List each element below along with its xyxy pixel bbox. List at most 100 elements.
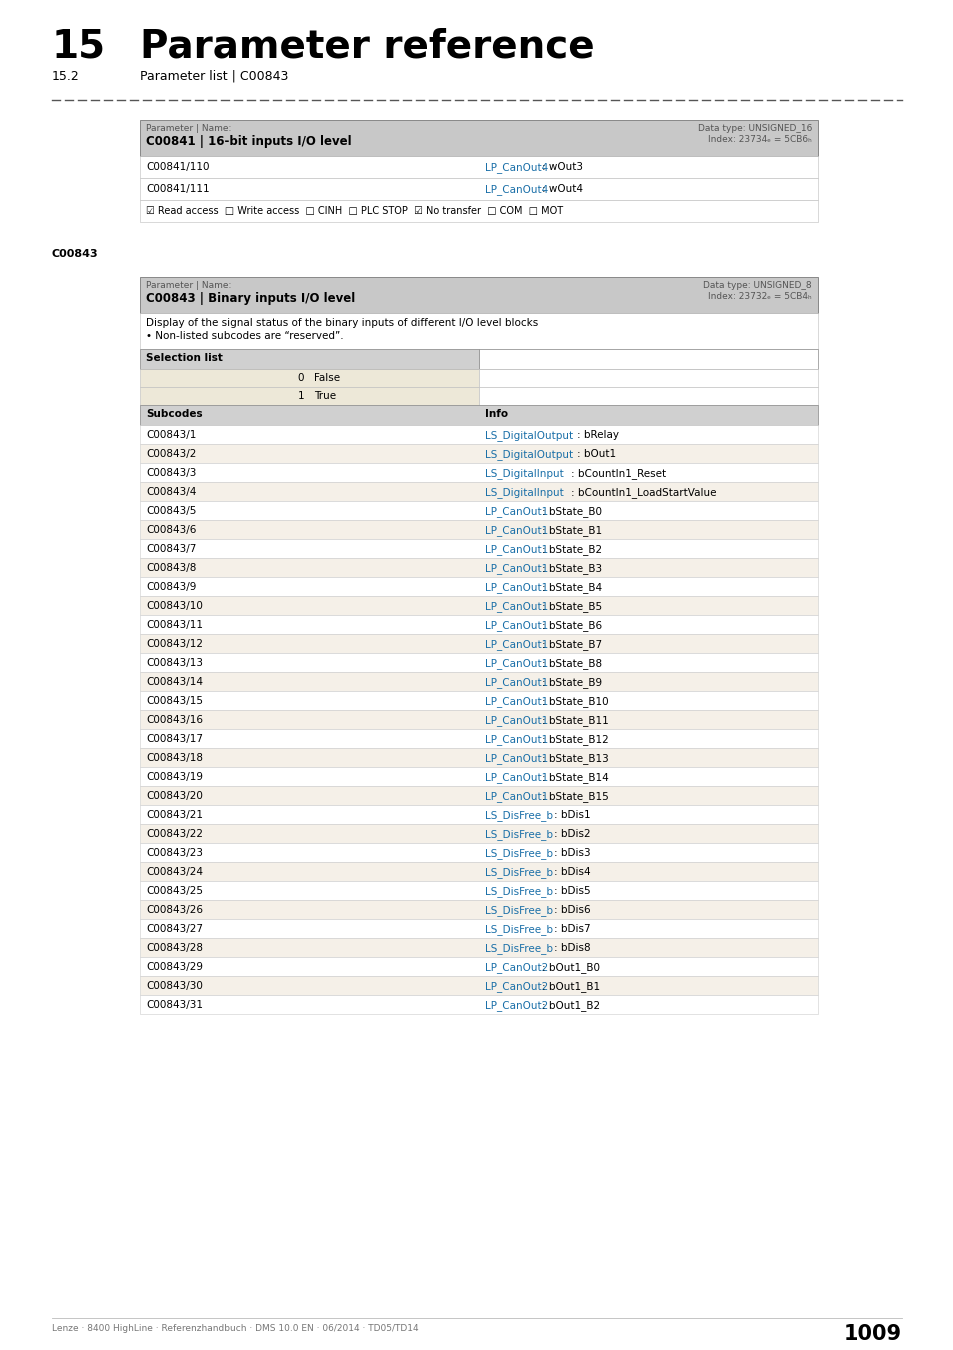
Bar <box>140 405 817 425</box>
Text: False: False <box>314 373 340 383</box>
Text: LP_CanOut1: LP_CanOut1 <box>484 734 548 745</box>
Bar <box>140 900 817 919</box>
Text: LP_CanOut1: LP_CanOut1 <box>484 716 548 726</box>
Bar <box>140 634 817 653</box>
Bar <box>140 824 817 842</box>
Text: C00843/10: C00843/10 <box>146 601 203 612</box>
Text: LP_CanOut1: LP_CanOut1 <box>484 772 548 783</box>
Text: LS_DisFree_b: LS_DisFree_b <box>484 944 553 954</box>
Text: C00843/9: C00843/9 <box>146 582 196 593</box>
Text: LP_CanOut1: LP_CanOut1 <box>484 753 548 764</box>
Bar <box>140 576 817 595</box>
Text: : bState_B2: : bState_B2 <box>541 544 601 555</box>
Text: LS_DisFree_b: LS_DisFree_b <box>484 810 553 821</box>
Bar <box>140 313 817 350</box>
Text: C00843/22: C00843/22 <box>146 829 203 838</box>
Text: C00843/2: C00843/2 <box>146 450 196 459</box>
Text: LS_DigitalOutput: LS_DigitalOutput <box>484 450 573 460</box>
Text: LS_DisFree_b: LS_DisFree_b <box>484 923 553 936</box>
Text: C00843/30: C00843/30 <box>146 981 203 991</box>
Text: 1009: 1009 <box>843 1324 901 1345</box>
Text: LS_DigitalOutput: LS_DigitalOutput <box>484 431 573 441</box>
Text: : bCountIn1_LoadStartValue: : bCountIn1_LoadStartValue <box>570 487 716 498</box>
Bar <box>140 863 817 882</box>
Text: C00843/3: C00843/3 <box>146 468 196 478</box>
Text: Index: 23732ₑ = 5CB4ₕ: Index: 23732ₑ = 5CB4ₕ <box>708 292 811 301</box>
Text: LP_CanOut1: LP_CanOut1 <box>484 657 548 668</box>
Bar <box>140 558 817 576</box>
Bar <box>140 539 817 558</box>
Text: LP_CanOut1: LP_CanOut1 <box>484 601 548 612</box>
Text: LP_CanOut1: LP_CanOut1 <box>484 582 548 593</box>
Text: : bState_B12: : bState_B12 <box>541 734 608 745</box>
Text: Parameter | Name:: Parameter | Name: <box>146 124 232 134</box>
Bar <box>140 919 817 938</box>
Text: C00843/27: C00843/27 <box>146 923 203 934</box>
Text: C00843/17: C00843/17 <box>146 734 203 744</box>
Text: : bState_B13: : bState_B13 <box>541 753 608 764</box>
Bar <box>140 976 817 995</box>
Text: : bState_B9: : bState_B9 <box>541 676 601 688</box>
Bar <box>140 672 817 691</box>
Text: : bOut1: : bOut1 <box>576 450 615 459</box>
Text: C00843/20: C00843/20 <box>146 791 203 801</box>
Text: C00843/29: C00843/29 <box>146 963 203 972</box>
Text: C00843/15: C00843/15 <box>146 697 203 706</box>
Bar <box>140 387 478 405</box>
Text: LP_CanOut2: LP_CanOut2 <box>484 963 548 973</box>
Text: C00843/28: C00843/28 <box>146 944 203 953</box>
Text: 15: 15 <box>52 28 106 66</box>
Bar <box>140 178 817 200</box>
Text: C00843: C00843 <box>52 248 98 259</box>
Text: 1: 1 <box>297 392 304 401</box>
Text: C00841 | 16-bit inputs I/O level: C00841 | 16-bit inputs I/O level <box>146 135 352 148</box>
Bar <box>140 616 817 634</box>
Bar <box>140 369 478 387</box>
Text: C00843/16: C00843/16 <box>146 716 203 725</box>
Text: C00843/8: C00843/8 <box>146 563 196 572</box>
Text: LP_CanOut1: LP_CanOut1 <box>484 676 548 688</box>
Text: LS_DisFree_b: LS_DisFree_b <box>484 848 553 859</box>
Text: Display of the signal status of the binary inputs of different I/O level blocks: Display of the signal status of the bina… <box>146 319 537 328</box>
Text: : bState_B3: : bState_B3 <box>541 563 601 574</box>
Text: Data type: UNSIGNED_8: Data type: UNSIGNED_8 <box>702 281 811 290</box>
Text: C00843/1: C00843/1 <box>146 431 196 440</box>
Bar <box>140 938 817 957</box>
Bar <box>140 463 817 482</box>
Text: LP_CanOut1: LP_CanOut1 <box>484 563 548 574</box>
Text: : bState_B1: : bState_B1 <box>541 525 601 536</box>
Text: C00841/110: C00841/110 <box>146 162 210 171</box>
Text: Data type: UNSIGNED_16: Data type: UNSIGNED_16 <box>697 124 811 134</box>
Bar <box>140 277 817 313</box>
Text: : bDis3: : bDis3 <box>553 848 590 859</box>
Text: Info: Info <box>484 409 508 418</box>
Text: C00843/25: C00843/25 <box>146 886 203 896</box>
Text: : bState_B4: : bState_B4 <box>541 582 601 593</box>
Text: LS_DigitalInput: LS_DigitalInput <box>484 487 563 498</box>
Bar <box>140 995 817 1014</box>
Text: LS_DisFree_b: LS_DisFree_b <box>484 886 553 896</box>
Bar <box>140 710 817 729</box>
Bar <box>140 842 817 863</box>
Text: : bDis5: : bDis5 <box>553 886 590 896</box>
Bar <box>140 653 817 672</box>
Bar <box>140 501 817 520</box>
Text: Lenze · 8400 HighLine · Referenzhandbuch · DMS 10.0 EN · 06/2014 · TD05/TD14: Lenze · 8400 HighLine · Referenzhandbuch… <box>52 1324 418 1332</box>
Text: C00843/14: C00843/14 <box>146 676 203 687</box>
Bar <box>140 120 817 157</box>
Text: : bState_B10: : bState_B10 <box>541 697 608 707</box>
Text: Selection list: Selection list <box>146 352 223 363</box>
Text: C00843/24: C00843/24 <box>146 867 203 878</box>
Text: 15.2: 15.2 <box>52 70 80 82</box>
Text: : bDis2: : bDis2 <box>553 829 590 838</box>
Text: : bState_B5: : bState_B5 <box>541 601 601 612</box>
Text: C00843/4: C00843/4 <box>146 487 196 497</box>
Bar <box>140 786 817 805</box>
Bar <box>140 957 817 976</box>
Bar <box>140 200 817 221</box>
Bar <box>140 729 817 748</box>
Text: : bState_B7: : bState_B7 <box>541 639 601 649</box>
Text: : bOut1_B2: : bOut1_B2 <box>541 1000 599 1011</box>
Text: LP_CanOut1: LP_CanOut1 <box>484 791 548 802</box>
Bar <box>140 595 817 616</box>
